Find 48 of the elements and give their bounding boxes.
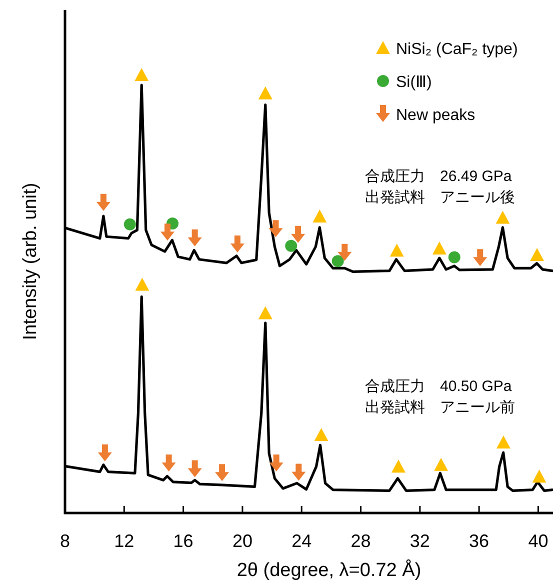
point <box>532 470 546 483</box>
point <box>332 255 344 268</box>
x-tick-label: 8 <box>60 531 70 551</box>
x-tick-label: 40 <box>528 531 548 551</box>
annotation: 合成圧力 26.49 GPa 出発試料 アニール後 <box>365 168 515 206</box>
point <box>338 244 352 261</box>
x-tick-label: 12 <box>114 531 134 551</box>
point <box>230 236 244 253</box>
point <box>390 244 404 257</box>
point <box>188 229 202 246</box>
point <box>160 224 174 241</box>
point <box>98 444 112 462</box>
x-tick-label: 32 <box>410 531 430 551</box>
point <box>391 460 406 473</box>
y-axis-title: Intensity (arb. unit) <box>20 182 41 340</box>
x-tick-label: 20 <box>232 531 252 551</box>
x-tick-label: 16 <box>173 531 194 551</box>
x-tick-label: 24 <box>292 531 312 551</box>
point <box>135 278 150 291</box>
point <box>269 454 284 472</box>
point <box>124 218 136 230</box>
x-axis-title: 2θ (degree, λ=0.72 Å) <box>236 559 422 581</box>
point <box>448 251 460 264</box>
point <box>188 460 202 478</box>
point <box>285 240 298 252</box>
point <box>473 249 488 266</box>
point <box>162 454 176 472</box>
point <box>434 458 448 471</box>
annotation: 合成圧力 40.50 GPa 出発試料 アニール前 <box>365 378 515 416</box>
point <box>215 464 230 482</box>
legend-label: NiSi₂ (CaF₂ type) <box>396 41 518 58</box>
legend-label: New peaks <box>396 107 476 124</box>
point <box>496 210 510 224</box>
point <box>496 435 510 448</box>
point <box>432 241 446 254</box>
point <box>134 68 149 81</box>
point <box>314 428 328 442</box>
point <box>291 226 306 243</box>
x-tick-label: 36 <box>469 531 490 551</box>
point <box>530 248 544 262</box>
point <box>258 86 272 100</box>
point <box>312 209 327 222</box>
legend-label: Si(Ⅲ) <box>396 74 432 91</box>
x-tick-label: 28 <box>350 531 371 551</box>
point <box>96 194 110 211</box>
point <box>268 220 283 238</box>
point <box>258 306 272 320</box>
point <box>292 464 306 481</box>
